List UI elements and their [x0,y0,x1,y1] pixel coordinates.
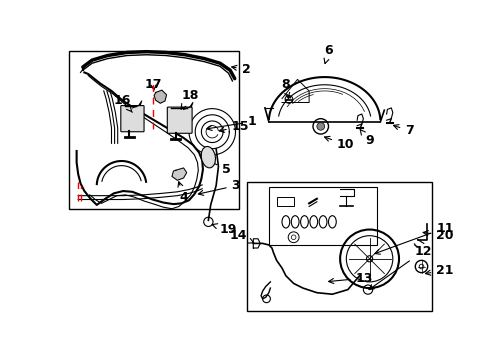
FancyBboxPatch shape [121,105,144,132]
Text: 18: 18 [181,89,198,109]
FancyBboxPatch shape [167,107,192,133]
Polygon shape [172,168,186,180]
Text: 14: 14 [229,229,253,243]
Text: 16: 16 [114,94,132,112]
Bar [246,182,431,311]
Text: 17: 17 [144,78,162,91]
Text: 3: 3 [198,179,240,195]
Text: 9: 9 [359,130,373,148]
Bar [276,197,293,206]
Bar [268,187,377,245]
Text: 6: 6 [324,44,332,64]
Bar [69,51,239,209]
Text: 11: 11 [374,221,453,254]
Text: 13: 13 [328,271,372,284]
Text: 12: 12 [368,244,431,289]
Polygon shape [154,90,166,103]
Text: 1: 1 [206,115,255,130]
Circle shape [316,122,324,130]
Text: 15: 15 [219,120,248,133]
Text: 21: 21 [425,264,453,277]
Text: 4: 4 [178,182,188,204]
Text: 2: 2 [231,63,250,76]
Text: 20: 20 [422,229,453,242]
Text: 10: 10 [324,136,354,151]
Text: 7: 7 [393,125,413,138]
Text: 5: 5 [208,161,231,176]
Ellipse shape [201,147,215,168]
Text: 8: 8 [281,78,289,98]
Text: 19: 19 [212,223,236,236]
